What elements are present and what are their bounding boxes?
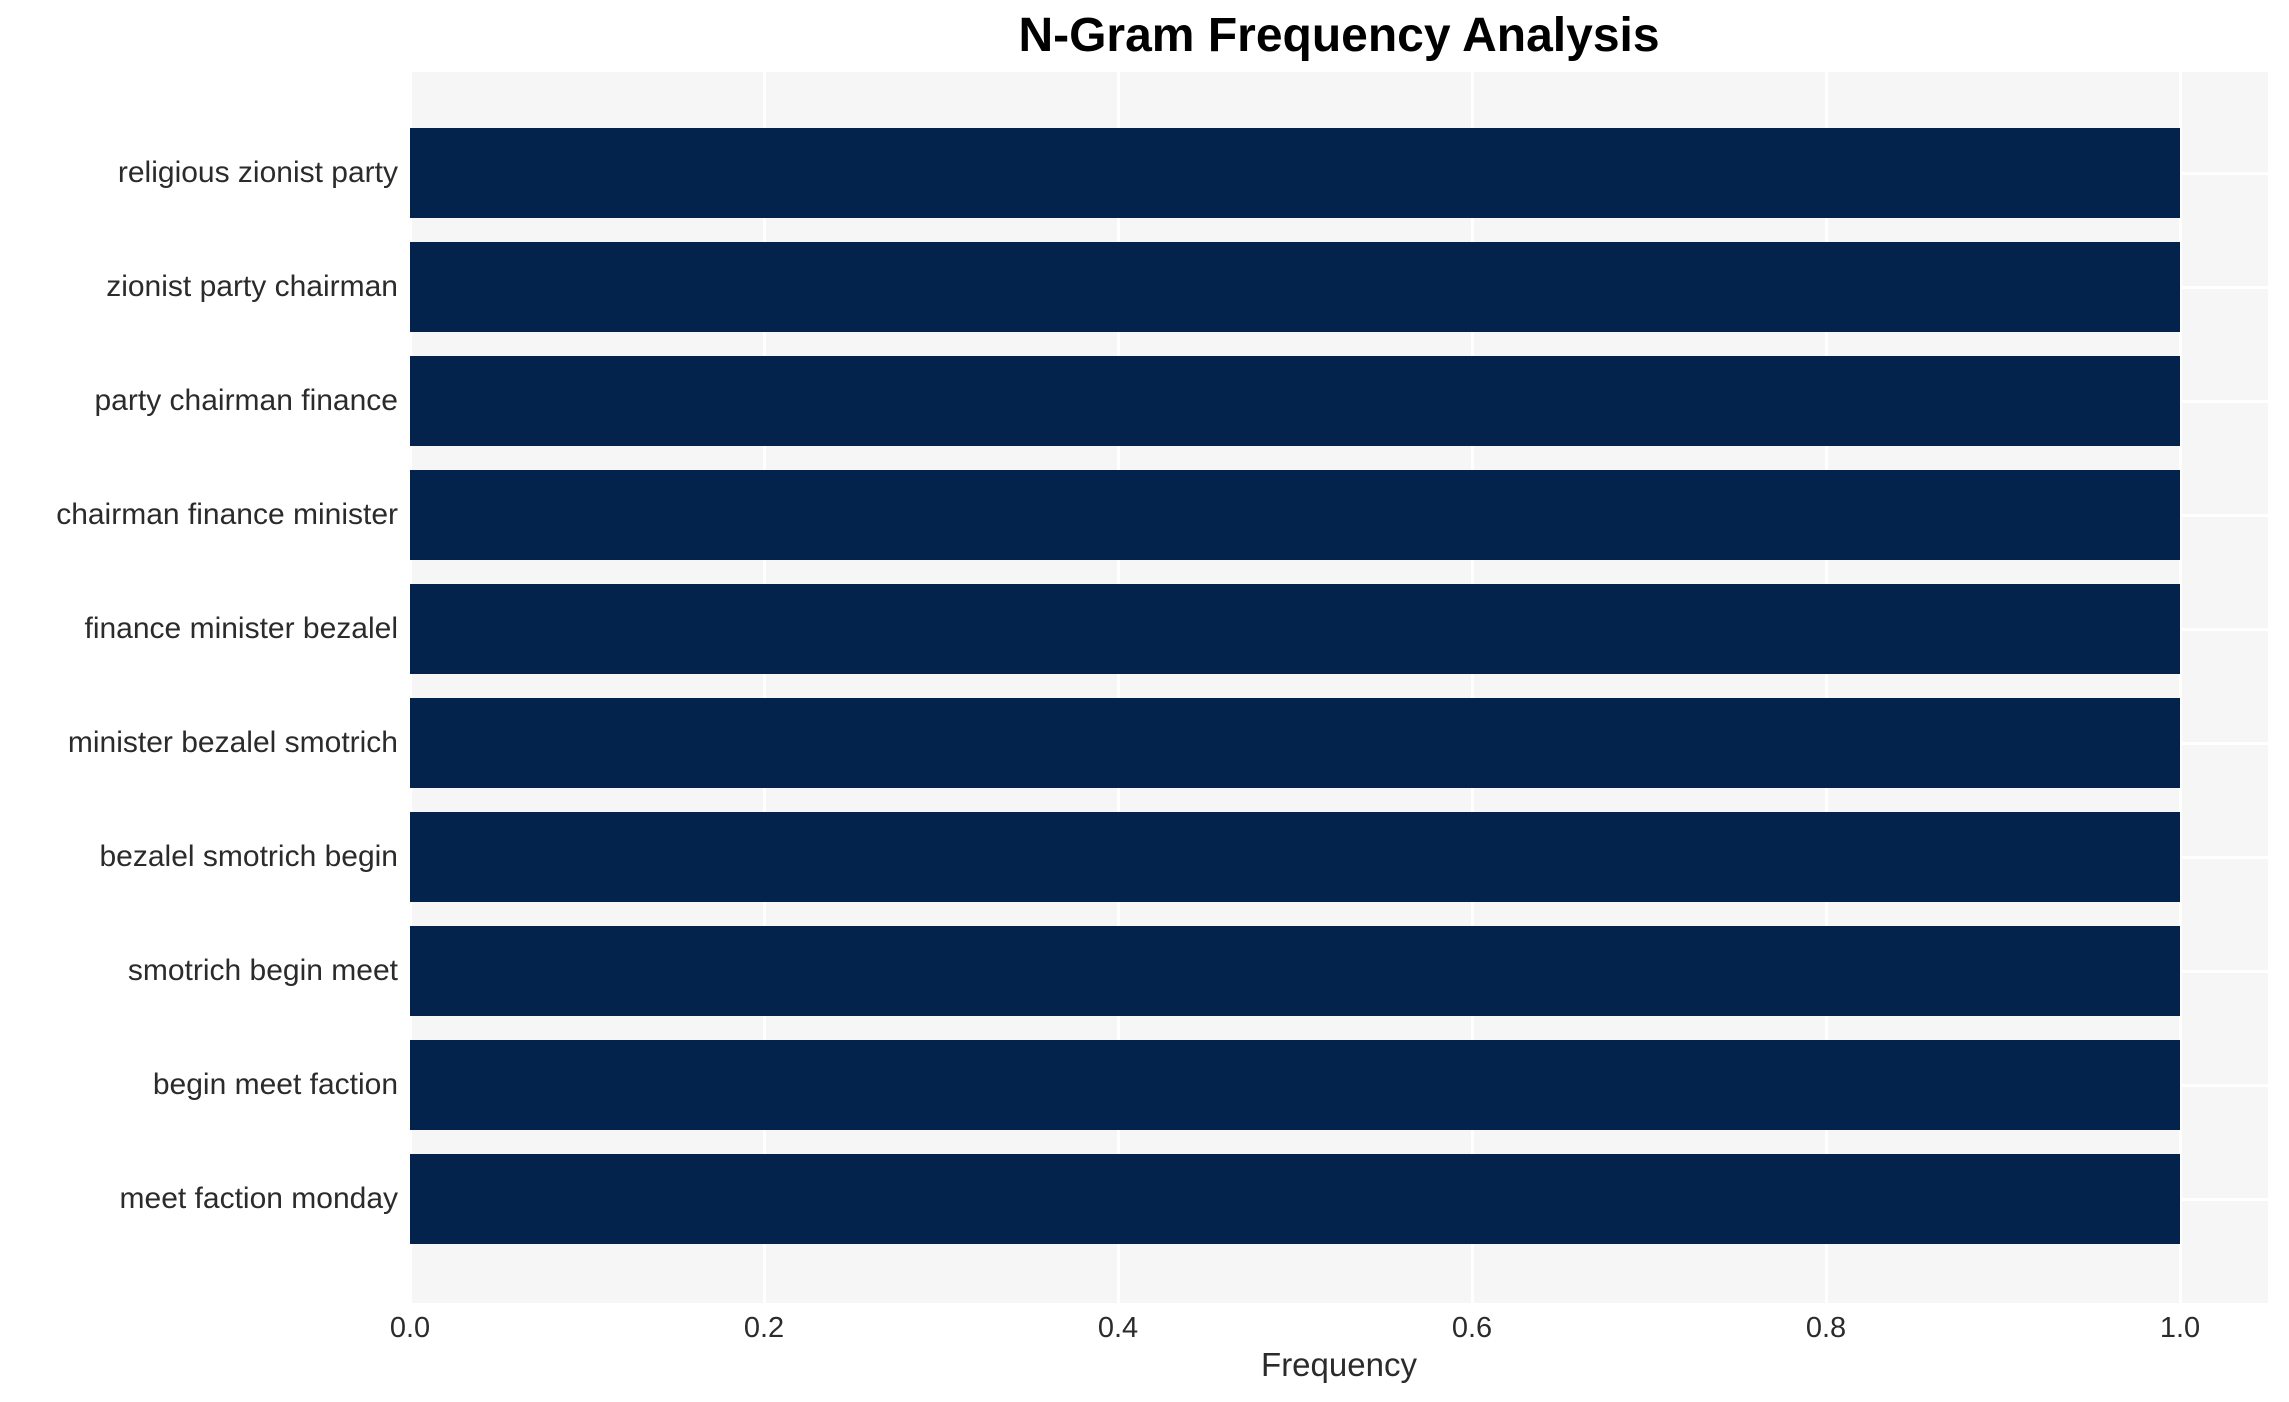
gridline-vertical [762, 72, 766, 1303]
bar [410, 242, 2180, 332]
bar [410, 1040, 2180, 1130]
x-tick-label: 0.0 [389, 1312, 431, 1344]
gridline-vertical [1470, 72, 1474, 1303]
x-tick-label: 0.2 [743, 1312, 785, 1344]
x-axis-title: Frequency [1261, 1346, 1417, 1383]
bar [410, 356, 2180, 446]
y-axis-label: smotrich begin meet [127, 954, 398, 987]
gridline-vertical [408, 72, 412, 1303]
gridline-vertical [2178, 72, 2182, 1303]
y-axis-label: minister bezalel smotrich [67, 726, 398, 759]
bar [410, 812, 2180, 902]
bar [410, 1154, 2180, 1244]
gridline-vertical [1116, 72, 1120, 1303]
y-axis-label: chairman finance minister [56, 498, 398, 531]
gridline-vertical [1824, 72, 1828, 1303]
x-tick-label: 1.0 [2159, 1312, 2201, 1344]
bar [410, 470, 2180, 560]
bar [410, 698, 2180, 788]
x-tick-label: 0.8 [1805, 1312, 1847, 1344]
x-tick-label: 0.6 [1451, 1312, 1493, 1344]
y-axis-label: party chairman finance [94, 384, 399, 417]
y-axis-label: meet faction monday [119, 1182, 398, 1215]
y-axis-label: finance minister bezalel [84, 612, 399, 645]
x-tick-label: 0.4 [1097, 1312, 1139, 1344]
y-axis-label: begin meet faction [152, 1068, 398, 1101]
bar [410, 128, 2180, 218]
bar [410, 584, 2180, 674]
y-axis-label: religious zionist party [117, 156, 398, 189]
chart-title: N-Gram Frequency Analysis [1018, 9, 1660, 62]
y-axis-label: zionist party chairman [106, 270, 398, 303]
plot-area [408, 72, 2268, 1303]
bar [410, 926, 2180, 1016]
y-axis-label: bezalel smotrich begin [99, 840, 399, 873]
